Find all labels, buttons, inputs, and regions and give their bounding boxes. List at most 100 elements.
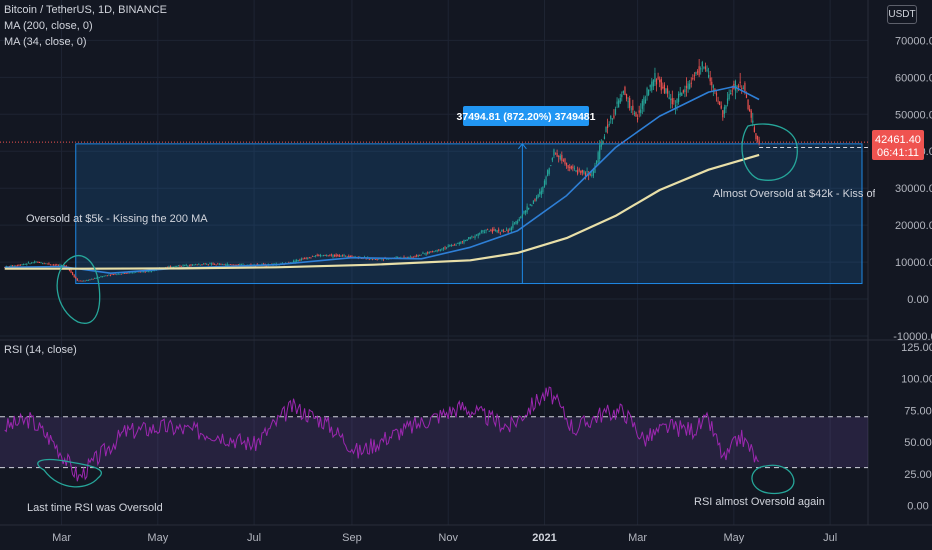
- candle-body: [458, 242, 460, 245]
- candle-body: [147, 271, 149, 273]
- candle-body: [120, 273, 123, 275]
- candle-body: [307, 258, 309, 259]
- candle-body: [321, 255, 323, 257]
- candle-body: [570, 165, 572, 169]
- symbol-legend[interactable]: Bitcoin / TetherUS, 1D, BINANCE: [4, 4, 168, 16]
- candle-body: [201, 264, 203, 265]
- candle-body: [586, 171, 588, 172]
- candle-body: [337, 255, 339, 257]
- candle-body: [174, 265, 176, 267]
- candle-body: [322, 255, 325, 257]
- candle-body: [685, 85, 688, 89]
- candle-body: [600, 144, 602, 147]
- candle-body: [682, 90, 684, 93]
- ma34-legend[interactable]: MA (34, close, 0): [4, 36, 87, 48]
- candle-body: [591, 174, 593, 176]
- candle-body: [671, 98, 673, 105]
- candle-body: [542, 186, 544, 193]
- price-axis-tick: 50000.00: [895, 109, 932, 121]
- candle-body: [56, 264, 58, 266]
- rsi-legend[interactable]: RSI (14, close): [4, 344, 77, 356]
- candle-body: [171, 266, 173, 268]
- candle-body: [210, 263, 213, 265]
- candle-body: [581, 170, 583, 173]
- candle-body: [646, 88, 648, 96]
- candle-body: [10, 265, 12, 267]
- candle-body: [108, 274, 110, 276]
- candle-body: [449, 245, 451, 247]
- candle-body: [198, 264, 200, 266]
- candle-body: [138, 271, 140, 273]
- candle-body: [146, 271, 148, 273]
- candle-body: [543, 180, 546, 187]
- candle-body: [125, 273, 127, 274]
- candle-body: [106, 275, 108, 277]
- rsi-axis-tick: 125.00: [901, 342, 932, 354]
- candle-body: [168, 266, 170, 268]
- candle-body: [649, 84, 651, 88]
- candle-body: [191, 264, 194, 266]
- candle-body: [111, 274, 113, 275]
- candle-body: [313, 256, 315, 257]
- candle-body: [130, 272, 132, 274]
- candle-body: [597, 152, 599, 163]
- candle-body: [507, 229, 509, 233]
- measure-label-box: [463, 106, 589, 126]
- candle-body: [644, 99, 647, 104]
- candle-body: [472, 236, 475, 238]
- candle-body: [692, 78, 694, 80]
- candle-body: [141, 271, 143, 273]
- candle-body: [299, 259, 301, 261]
- candle-body: [411, 257, 413, 258]
- candle-body: [114, 273, 116, 275]
- current-price-value: 42461.40: [875, 134, 921, 146]
- candle-body: [608, 123, 610, 125]
- time-axis-tick: 2021: [532, 532, 556, 544]
- candle-body: [464, 239, 467, 241]
- candle-body: [509, 229, 511, 231]
- candle-body: [625, 94, 628, 99]
- candle-body: [474, 235, 476, 238]
- candle-body: [496, 230, 498, 232]
- candle-body: [305, 258, 307, 260]
- candle-body: [182, 265, 184, 267]
- candle-body: [756, 135, 759, 140]
- candle-body: [648, 89, 650, 95]
- price-axis-tick: 70000.00: [895, 35, 932, 47]
- candle-body: [190, 264, 192, 266]
- candle-body: [414, 256, 416, 257]
- candle-body: [556, 153, 558, 157]
- candle-body: [207, 264, 209, 266]
- candle-body: [131, 272, 134, 274]
- candle-body: [49, 264, 52, 266]
- candle-body: [303, 258, 306, 259]
- candle-body: [736, 85, 738, 88]
- candle-body: [38, 261, 41, 263]
- candle-body: [71, 272, 74, 275]
- candle-body: [122, 273, 124, 274]
- ma200-line: [4, 153, 760, 270]
- candle-body: [23, 264, 25, 266]
- candle-body: [652, 79, 654, 87]
- candle-body: [76, 278, 78, 281]
- candle-body: [595, 160, 598, 164]
- currency-badge[interactable]: USDT: [887, 5, 917, 24]
- candle-body: [32, 262, 34, 264]
- ma200-legend[interactable]: MA (200, close, 0): [4, 20, 93, 32]
- candle-body: [349, 255, 351, 258]
- candle-body: [753, 127, 755, 132]
- candle-body: [117, 273, 119, 275]
- candle-body: [627, 101, 629, 103]
- candle-body: [723, 107, 725, 114]
- price-axis-tick: -10000.00: [893, 331, 932, 343]
- candle-body: [30, 262, 33, 264]
- time-axis-tick: May: [147, 532, 168, 544]
- candle-body: [51, 264, 53, 266]
- candle-body: [569, 166, 571, 168]
- candle-body: [59, 264, 61, 266]
- candle-body: [725, 105, 727, 109]
- candle-body: [387, 258, 389, 260]
- price-axis-tick: 20000.00: [895, 220, 932, 232]
- candle-body: [422, 252, 424, 254]
